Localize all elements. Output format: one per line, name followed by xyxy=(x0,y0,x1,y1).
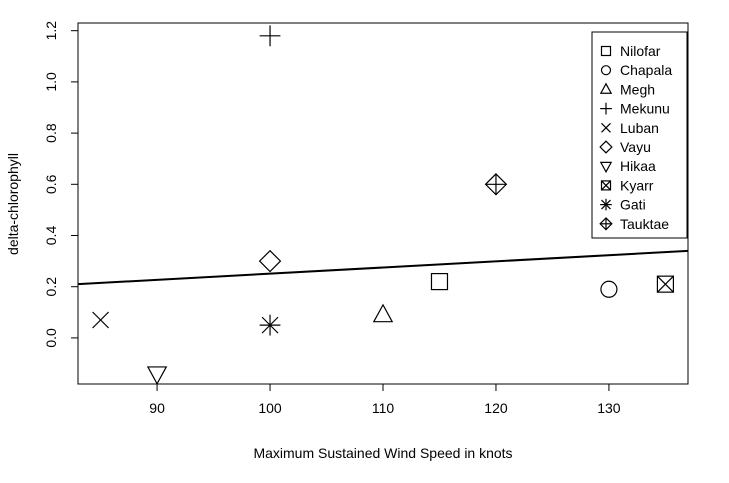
point-kyarr xyxy=(656,275,675,293)
legend-marker xyxy=(600,102,612,115)
legend-label: Mekunu xyxy=(620,101,670,117)
legend-label: Vayu xyxy=(620,139,651,155)
legend-marker xyxy=(601,122,611,133)
legend-marker xyxy=(600,45,612,57)
point-tauktae xyxy=(484,173,508,196)
x-tick-label: 90 xyxy=(149,400,165,416)
trend-line-group xyxy=(77,249,689,286)
legend-entry: Kyarr xyxy=(600,177,654,193)
legend-entry: Nilofar xyxy=(600,43,661,59)
legend-marker xyxy=(600,65,612,76)
point-luban xyxy=(92,311,110,329)
x-tick-label: 120 xyxy=(484,400,508,416)
legend-marker xyxy=(600,180,612,191)
legend-label: Gati xyxy=(620,197,646,213)
legend-label: Chapala xyxy=(620,62,672,78)
legend-entry: Chapala xyxy=(600,62,672,78)
legend-label: Nilofar xyxy=(620,43,661,59)
y-tick-label: 0.4 xyxy=(43,226,59,246)
legend: Nilofar Chapala Megh Mekunu Luban Vayu Hikaa Ky… xyxy=(591,31,688,239)
point-gati xyxy=(259,314,281,336)
y-tick-label: 0.0 xyxy=(43,328,59,348)
point-vayu xyxy=(258,249,282,273)
y-tick-label: 0.8 xyxy=(43,123,59,143)
point-chapala xyxy=(600,280,618,298)
legend-entry: Hikaa xyxy=(599,158,656,174)
legend-entry: Mekunu xyxy=(600,101,670,117)
x-axis: 90 100 110 120 130 xyxy=(149,383,621,416)
legend-entry: Tauktae xyxy=(599,216,669,232)
legend-label: Kyarr xyxy=(620,177,654,193)
legend-marker xyxy=(600,198,612,211)
point-megh xyxy=(372,303,394,323)
legend-label: Megh xyxy=(620,81,655,97)
data-points xyxy=(92,25,675,386)
legend-marker xyxy=(599,217,613,231)
legend-entry: Luban xyxy=(601,120,659,136)
legend-label: Luban xyxy=(620,120,659,136)
x-tick-label: 100 xyxy=(258,400,282,416)
legend-marker xyxy=(599,140,613,154)
x-tick-label: 130 xyxy=(597,400,621,416)
point-hikaa xyxy=(146,366,168,386)
x-axis-label: Maximum Sustained Wind Speed in knots xyxy=(253,445,512,461)
y-axis-label: delta-chlorophyll xyxy=(5,153,21,255)
y-tick-label: 0.6 xyxy=(43,174,59,194)
legend-label: Hikaa xyxy=(620,158,656,174)
y-tick-label: 0.2 xyxy=(43,277,59,297)
legend-marker xyxy=(599,82,613,94)
x-tick-label: 110 xyxy=(372,400,395,416)
legend-entry: Vayu xyxy=(599,139,651,155)
legend-marker xyxy=(599,161,613,174)
point-mekunu xyxy=(259,25,281,47)
y-tick-label: 1.0 xyxy=(43,72,59,92)
y-tick-label: 1.2 xyxy=(43,21,59,41)
legend-label: Tauktae xyxy=(620,216,669,232)
legend-entry: Megh xyxy=(599,81,655,97)
point-nilofar xyxy=(430,272,449,291)
trend-line xyxy=(77,249,689,286)
y-axis: 0.0 0.2 0.4 0.6 0.8 1.0 1.2 xyxy=(43,21,79,348)
legend-entry: Gati xyxy=(600,197,646,213)
